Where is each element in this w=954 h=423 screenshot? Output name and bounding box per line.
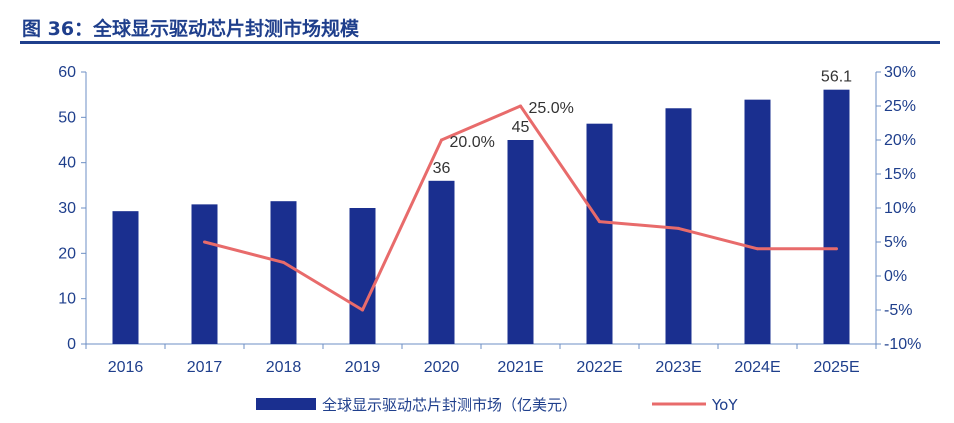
bar-data-label: 56.1	[821, 69, 852, 86]
yoy-point	[440, 138, 443, 142]
right-tick-label: 30%	[884, 64, 916, 81]
x-tick-label: 2023E	[655, 359, 701, 376]
x-tick-label: 2021E	[497, 359, 543, 376]
left-tick-label: 30	[58, 200, 76, 217]
bar	[823, 89, 850, 345]
x-tick-label: 2020	[424, 359, 460, 376]
right-tick-label: -5%	[884, 302, 912, 319]
bar-data-label: 36	[433, 160, 451, 177]
legend-bar-label: 全球显示驱动芯片封测市场（亿美元）	[322, 396, 577, 414]
bar	[744, 99, 771, 344]
right-tick-label: 15%	[884, 166, 916, 183]
title-rule	[20, 41, 940, 44]
right-tick-label: -10%	[884, 336, 921, 353]
bar	[665, 108, 692, 345]
yoy-point	[756, 247, 759, 251]
right-tick-label: 10%	[884, 200, 916, 217]
bar	[586, 123, 613, 345]
x-tick-label: 2017	[187, 359, 223, 376]
bar	[507, 140, 534, 344]
right-tick-label: 25%	[884, 98, 916, 115]
yoy-point	[519, 104, 522, 108]
left-tick-label: 40	[58, 155, 76, 172]
bar	[112, 211, 139, 344]
bar	[270, 201, 297, 344]
right-tick-label: 5%	[884, 234, 907, 251]
bar	[428, 180, 455, 344]
left-tick-label: 50	[58, 109, 76, 126]
yoy-point	[361, 308, 364, 312]
x-tick-label: 2016	[108, 359, 144, 376]
legend-line-label: YoY	[711, 396, 738, 414]
yoy-point	[835, 247, 838, 251]
yoy-point	[677, 226, 680, 230]
x-tick-label: 2022E	[576, 359, 622, 376]
bar-data-label: 45	[512, 119, 530, 136]
x-tick-label: 2019	[345, 359, 381, 376]
right-tick-label: 20%	[884, 132, 916, 149]
right-tick-label: 0%	[884, 268, 907, 285]
x-tick-label: 2024E	[734, 359, 780, 376]
yoy-data-label: 20.0%	[450, 134, 495, 151]
bar	[349, 208, 376, 344]
yoy-point	[282, 260, 285, 264]
x-tick-label: 2025E	[813, 359, 859, 376]
left-tick-label: 10	[58, 291, 76, 308]
bar	[191, 204, 218, 344]
left-tick-label: 60	[58, 64, 76, 81]
legend-bar-swatch	[256, 398, 316, 410]
x-tick-label: 2018	[266, 359, 302, 376]
chart-title: 图 36：全球显示驱动芯片封测市场规模	[22, 18, 360, 40]
left-tick-label: 20	[58, 245, 76, 262]
yoy-point	[203, 240, 206, 244]
left-tick-label: 0	[67, 336, 76, 353]
yoy-data-label: 25.0%	[529, 100, 574, 117]
yoy-point	[598, 220, 601, 224]
